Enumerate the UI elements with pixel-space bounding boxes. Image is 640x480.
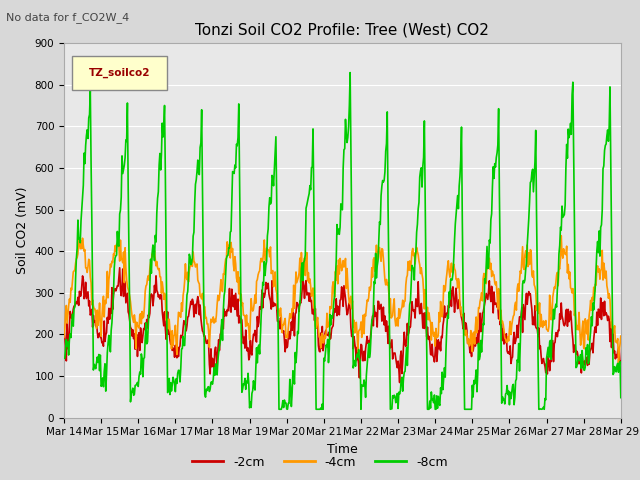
-8cm bbox=[346, 70, 354, 75]
-2cm bbox=[60, 325, 68, 331]
-4cm bbox=[617, 333, 625, 339]
-2cm bbox=[568, 317, 575, 323]
-8cm bbox=[60, 356, 68, 361]
Y-axis label: Soil CO2 (mV): Soil CO2 (mV) bbox=[16, 187, 29, 274]
Line: -4cm: -4cm bbox=[64, 236, 621, 363]
-2cm bbox=[335, 305, 342, 311]
Line: -8cm: -8cm bbox=[64, 72, 621, 409]
-4cm bbox=[388, 314, 396, 320]
-4cm bbox=[182, 274, 190, 280]
-8cm bbox=[445, 315, 452, 321]
-4cm bbox=[566, 285, 574, 290]
-2cm bbox=[396, 380, 403, 385]
Text: No data for f_CO2W_4: No data for f_CO2W_4 bbox=[6, 12, 130, 23]
-2cm bbox=[183, 323, 191, 329]
-4cm bbox=[557, 233, 565, 239]
-8cm bbox=[617, 395, 625, 400]
-2cm bbox=[116, 265, 124, 271]
-4cm bbox=[60, 335, 68, 340]
Line: -2cm: -2cm bbox=[64, 268, 621, 383]
Title: Tonzi Soil CO2 Profile: Tree (West) CO2: Tonzi Soil CO2 Profile: Tree (West) CO2 bbox=[195, 23, 490, 38]
-8cm bbox=[390, 395, 397, 401]
Text: TZ_soilco2: TZ_soilco2 bbox=[89, 68, 150, 78]
-8cm bbox=[275, 407, 283, 412]
-8cm bbox=[335, 226, 342, 232]
X-axis label: Time: Time bbox=[327, 443, 358, 456]
Legend: -2cm, -4cm, -8cm: -2cm, -4cm, -8cm bbox=[187, 451, 453, 474]
-4cm bbox=[443, 271, 451, 277]
-4cm bbox=[206, 328, 214, 334]
-8cm bbox=[182, 311, 190, 317]
-2cm bbox=[617, 359, 625, 364]
-2cm bbox=[389, 356, 397, 362]
-2cm bbox=[207, 346, 215, 352]
-8cm bbox=[206, 386, 214, 392]
-8cm bbox=[568, 132, 575, 137]
-2cm bbox=[445, 303, 452, 309]
-4cm bbox=[614, 360, 622, 366]
-4cm bbox=[334, 281, 342, 287]
FancyBboxPatch shape bbox=[72, 56, 167, 90]
